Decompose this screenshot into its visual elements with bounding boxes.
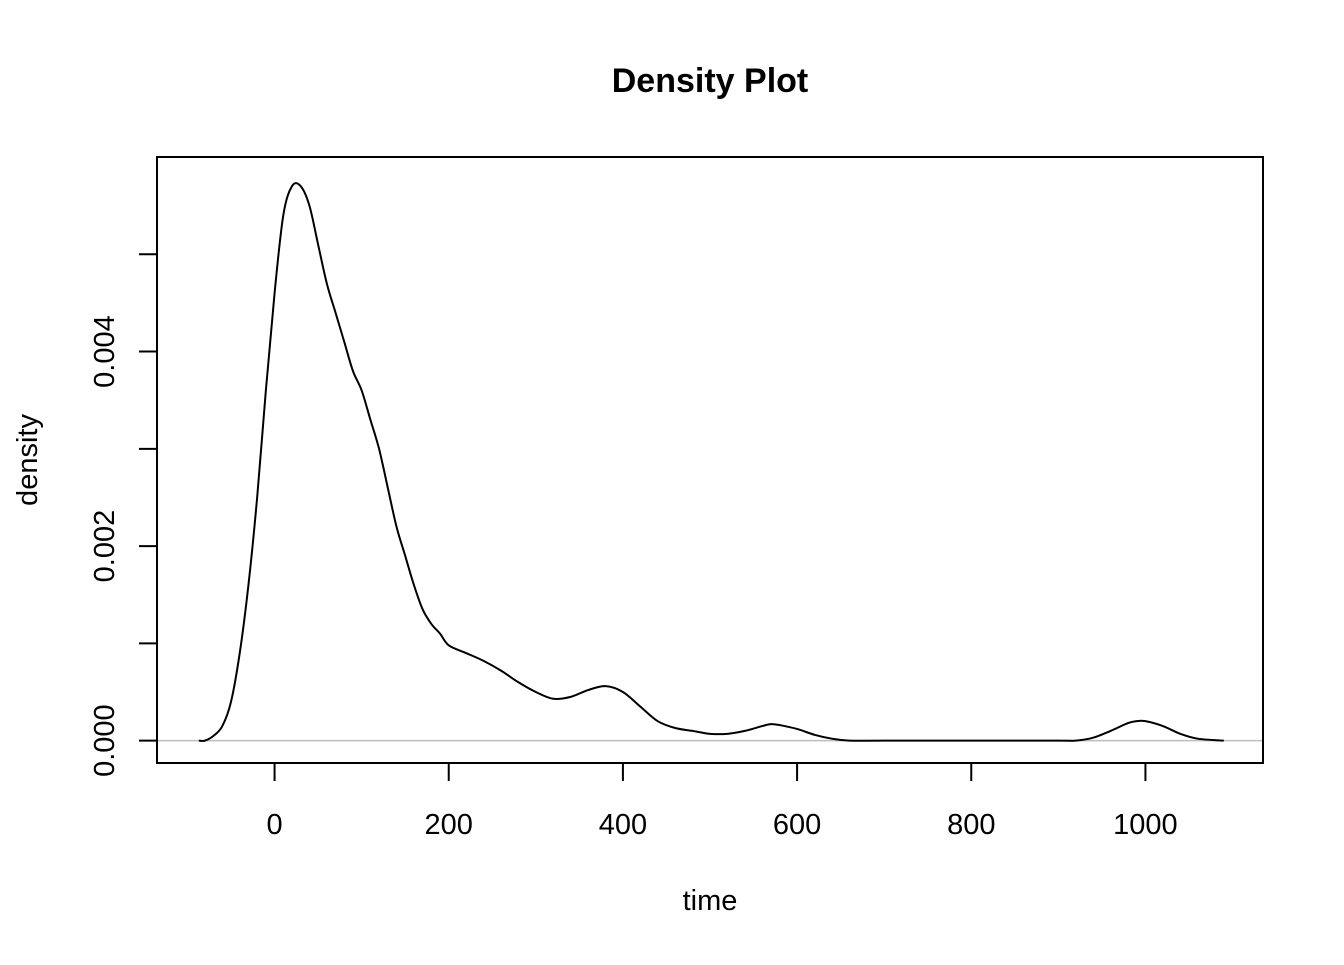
- x-tick-label: 1000: [1113, 809, 1178, 841]
- x-tick-label: 400: [599, 809, 647, 841]
- x-tick-label: 600: [773, 809, 821, 841]
- x-axis-label: time: [683, 885, 738, 917]
- x-tick-label: 0: [266, 809, 282, 841]
- y-axis: 0.000 0.002 0.004: [89, 253, 158, 777]
- x-tick-label: 800: [947, 809, 995, 841]
- y-axis-label: density: [12, 414, 44, 506]
- y-tick-label: 0.004: [89, 315, 121, 388]
- plot-frame: [156, 156, 1264, 764]
- chart-title: Density Plot: [612, 62, 808, 100]
- x-tick-label: 200: [425, 809, 473, 841]
- y-tick-label: 0.000: [89, 704, 121, 777]
- density-curve: [198, 182, 1224, 742]
- y-tick-label: 0.002: [89, 510, 121, 583]
- x-axis: 0 200 400 600 800 1000: [266, 762, 1178, 841]
